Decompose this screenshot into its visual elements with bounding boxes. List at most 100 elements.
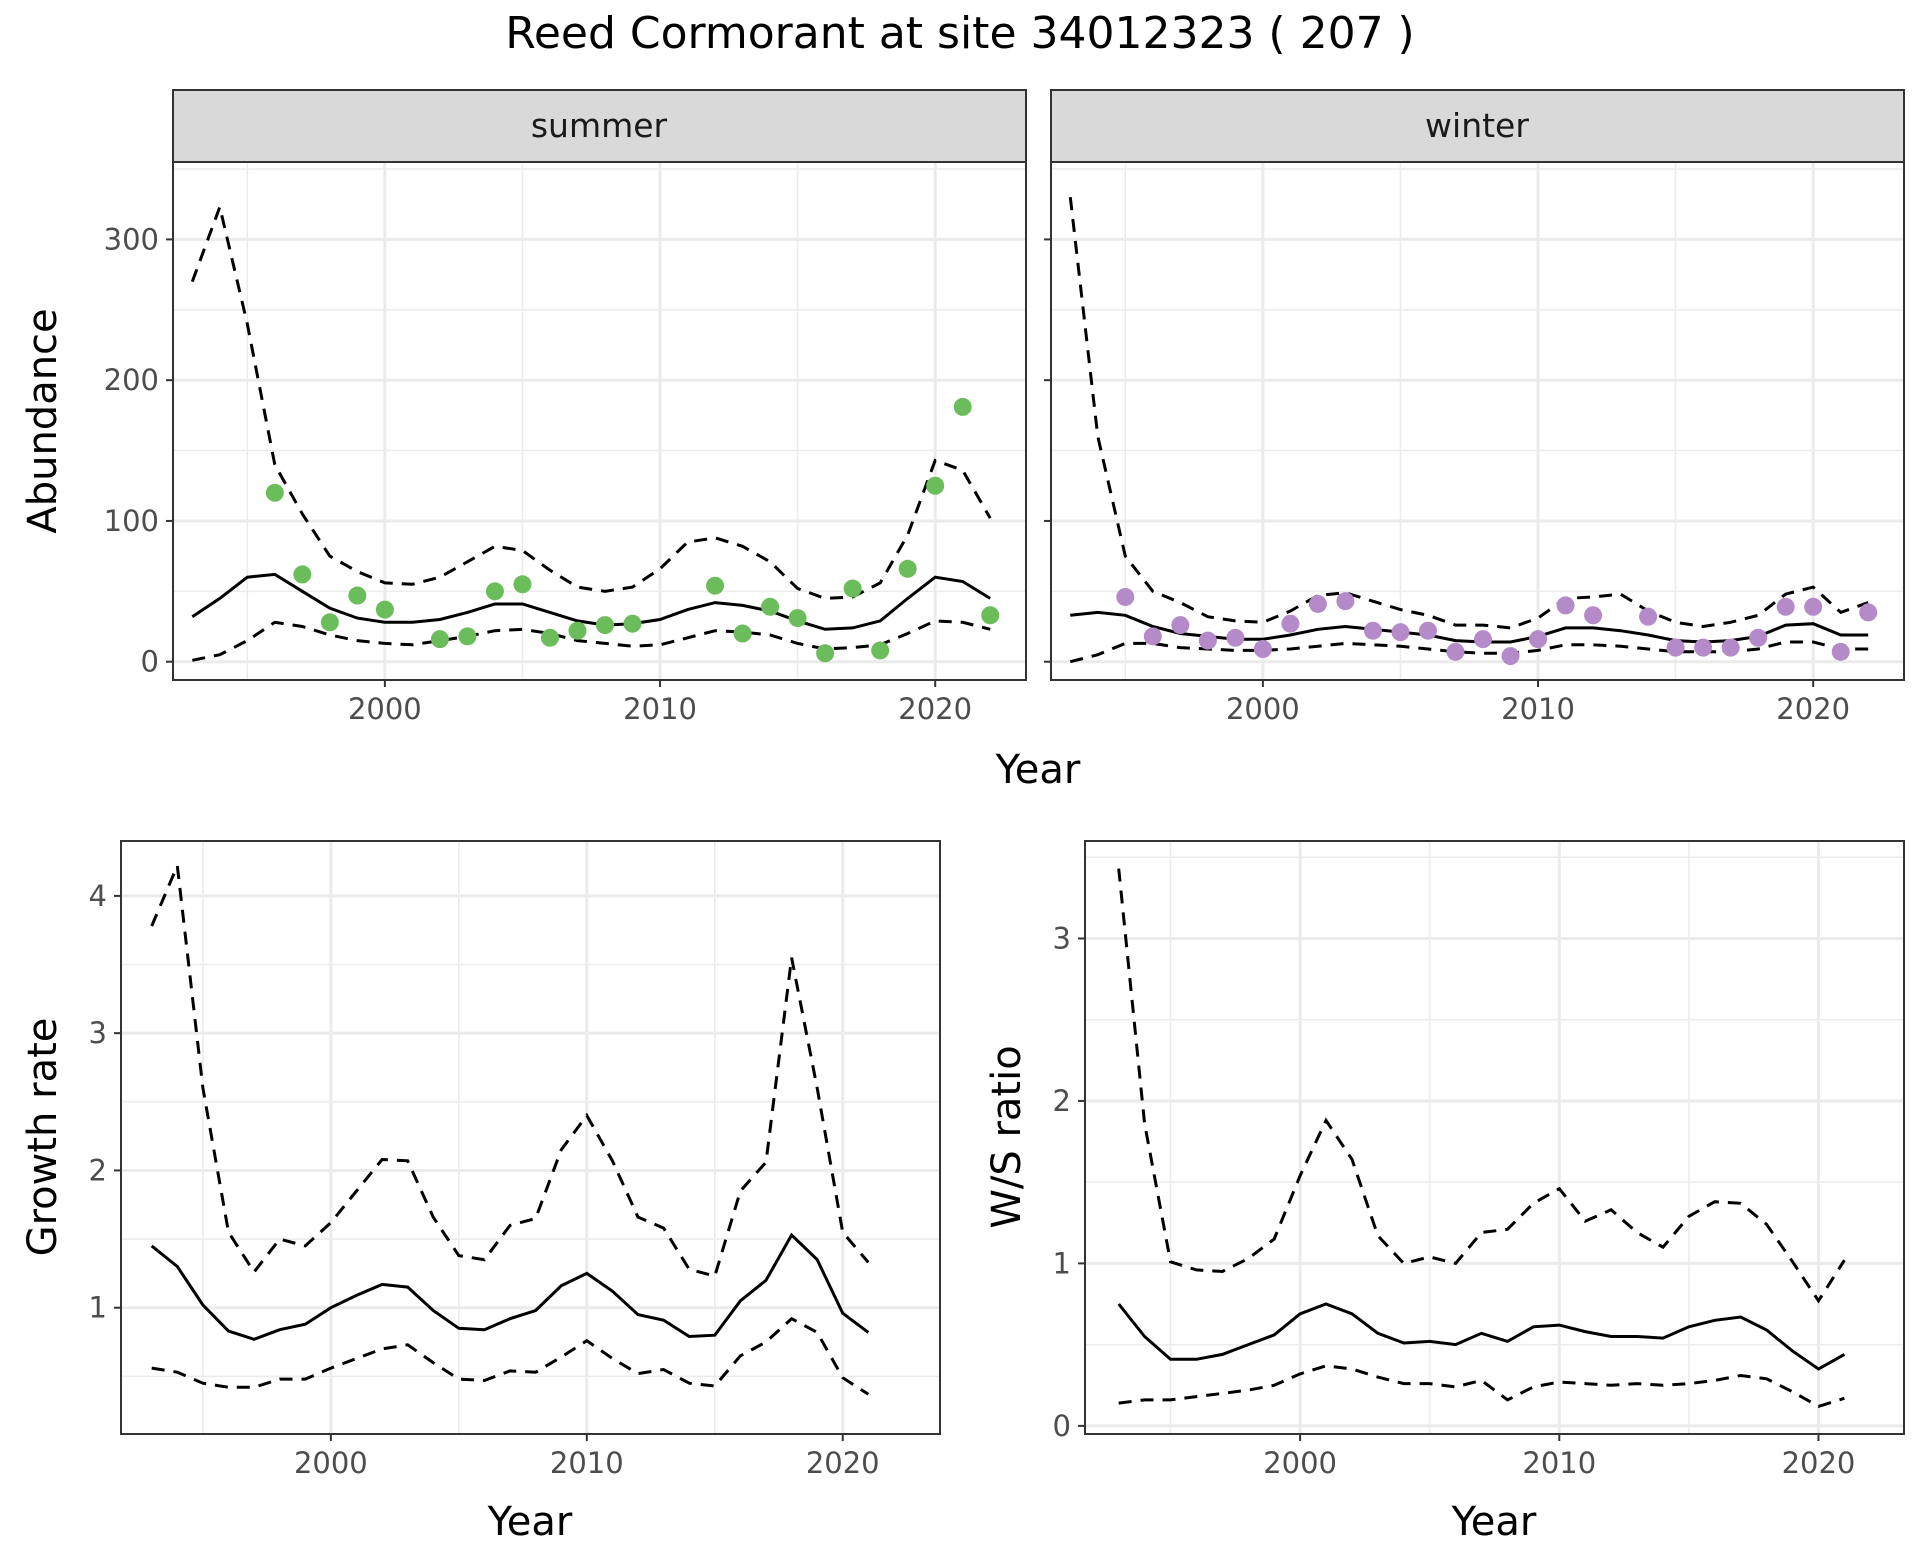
summer-x-tick-label: 2000 xyxy=(348,692,422,726)
winter-count-point xyxy=(1749,628,1768,647)
summer-count-point xyxy=(816,644,835,663)
summer-count-point xyxy=(926,476,945,495)
summer-y-tick-label: 300 xyxy=(104,222,159,256)
summer-count-point xyxy=(596,616,615,635)
summer-y-tick-label: 200 xyxy=(104,363,159,397)
winter-x-tick-label: 2010 xyxy=(1501,692,1575,726)
summer-count-point xyxy=(871,641,890,660)
ratio-panel: 2000 2010 2020 0 1 2 3 xyxy=(1053,840,1905,1480)
summer-count-point xyxy=(320,613,339,632)
summer-count-point xyxy=(458,627,477,646)
growth-y-tick-label: 2 xyxy=(89,1153,107,1187)
summer-count-point xyxy=(513,575,532,594)
summer-count-point xyxy=(375,600,394,619)
winter-count-point xyxy=(1446,642,1465,661)
winter-count-point xyxy=(1143,627,1162,646)
summer-count-point xyxy=(293,565,312,584)
growth-x-tick-label: 2020 xyxy=(806,1446,880,1480)
winter-count-point xyxy=(1253,640,1272,659)
summer-x-tick-label: 2020 xyxy=(898,692,972,726)
winter-count-point xyxy=(1474,630,1493,649)
winter-panel: winter 2000 2010 2020 xyxy=(1044,89,1905,726)
winter-count-point xyxy=(1391,623,1410,642)
summer-count-point xyxy=(265,483,284,502)
winter-count-point xyxy=(1116,587,1135,606)
ratio-panel-border xyxy=(1084,840,1905,1435)
summer-count-point xyxy=(706,576,725,595)
summer-estimate-line xyxy=(191,572,991,631)
summer-count-point xyxy=(788,609,807,628)
growth-panel-border xyxy=(120,840,941,1435)
summer-upper-ci-line xyxy=(190,201,992,600)
winter-panel-border xyxy=(1050,161,1905,681)
summer-count-point xyxy=(953,397,972,416)
winter-count-point xyxy=(1831,642,1850,661)
ratio-y-tick-label: 3 xyxy=(1053,921,1071,955)
growth-y-axis-title: Growth rate xyxy=(20,1018,66,1257)
summer-count-point xyxy=(485,582,504,601)
summer-count-point xyxy=(761,597,780,616)
winter-count-point xyxy=(1281,614,1300,633)
summer-count-point xyxy=(348,586,367,605)
winter-lower-ci-line xyxy=(1069,640,1869,664)
winter-count-point xyxy=(1418,621,1437,640)
ratio-x-tick-label: 2000 xyxy=(1263,1446,1337,1480)
summer-count-point xyxy=(843,579,862,598)
winter-count-point xyxy=(1556,596,1575,615)
winter-count-point xyxy=(1501,647,1520,666)
winter-strip-label: winter xyxy=(1425,106,1529,145)
summer-strip xyxy=(172,89,1027,163)
summer-panel-border xyxy=(172,161,1027,681)
winter-count-point xyxy=(1694,638,1713,657)
summer-count-point xyxy=(430,630,449,649)
summer-count-point xyxy=(623,614,642,633)
growth-y-tick-label: 1 xyxy=(89,1291,107,1325)
winter-strip xyxy=(1050,89,1905,163)
growth-panel: 2000 2010 2020 1 2 3 4 xyxy=(89,840,941,1480)
ratio-plot-area: 2000 2010 2020 0 1 2 3 xyxy=(1053,841,1904,1480)
ratio-y-tick-label: 0 xyxy=(1053,1409,1071,1443)
summer-y-tick-label: 0 xyxy=(141,645,159,679)
winter-count-point xyxy=(1804,597,1823,616)
ratio-upper-ci-line xyxy=(1117,868,1846,1304)
summer-plot-area: 2000 2010 2020 0 100 200 300 xyxy=(104,162,1026,726)
growth-x-tick-label: 2010 xyxy=(550,1446,624,1480)
growth-upper-ci-line xyxy=(150,859,870,1278)
ratio-lower-ci-line xyxy=(1118,1364,1845,1409)
winter-x-tick-label: 2020 xyxy=(1776,692,1850,726)
winter-plot-area: 2000 2010 2020 xyxy=(1044,162,1904,726)
top-y-axis-title: Abundance xyxy=(20,308,66,533)
growth-x-tick-label: 2000 xyxy=(294,1446,368,1480)
summer-y-tick-label: 100 xyxy=(104,504,159,538)
winter-count-point xyxy=(1363,621,1382,640)
summer-count-point xyxy=(568,621,587,640)
ratio-y-axis-title: W/S ratio xyxy=(984,1045,1030,1228)
summer-count-point xyxy=(898,559,917,578)
ratio-x-tick-label: 2010 xyxy=(1522,1446,1596,1480)
summer-strip-label: summer xyxy=(531,106,668,145)
ratio-estimate-line xyxy=(1117,1302,1846,1371)
winter-count-point xyxy=(1171,616,1190,635)
summer-count-point xyxy=(981,606,1000,625)
winter-count-point xyxy=(1639,607,1658,626)
growth-y-tick-label: 3 xyxy=(89,1016,107,1050)
growth-estimate-line xyxy=(150,1232,870,1341)
winter-count-point xyxy=(1308,594,1327,613)
growth-y-tick-label: 4 xyxy=(89,879,107,913)
winter-count-point xyxy=(1859,603,1878,622)
winter-count-point xyxy=(1721,638,1740,657)
winter-upper-ci-line xyxy=(1068,197,1869,630)
summer-panel: summer 2000 2010 2020 0 100 200 300 xyxy=(104,89,1027,726)
winter-count-point xyxy=(1584,606,1603,625)
winter-x-tick-label: 2000 xyxy=(1226,692,1300,726)
ratio-y-tick-label: 1 xyxy=(1053,1246,1071,1280)
winter-count-point xyxy=(1198,631,1217,650)
ratio-x-tick-label: 2020 xyxy=(1782,1446,1856,1480)
winter-count-point xyxy=(1226,628,1245,647)
summer-lower-ci-line xyxy=(192,619,991,662)
summer-x-tick-label: 2010 xyxy=(623,692,697,726)
top-x-axis-title: Year xyxy=(995,747,1081,793)
winter-count-point xyxy=(1529,630,1548,649)
winter-count-point xyxy=(1336,592,1355,611)
